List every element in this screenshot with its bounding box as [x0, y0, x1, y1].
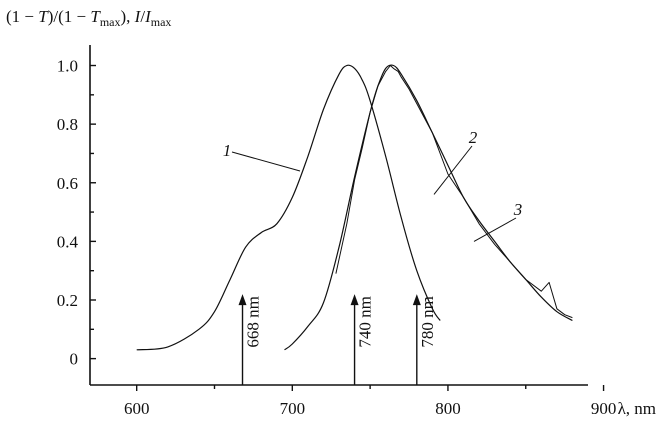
y-tick-label: 0.4 — [57, 232, 79, 251]
arrow-740-head — [350, 294, 359, 306]
curve-3-label: 3 — [513, 200, 523, 219]
x-tick-label: 900 — [591, 399, 617, 418]
curve-2-leader — [433, 145, 473, 195]
axes — [89, 45, 588, 386]
curve-labels: 1 2 3 — [223, 128, 523, 242]
curve-1-label: 1 — [223, 141, 232, 160]
curve-2-label: 2 — [469, 128, 478, 147]
y-tick-label: 0 — [70, 350, 79, 369]
y-tick-label: 0.8 — [57, 115, 78, 134]
y-axis-title: (1 − T)/(1 − Tmax), I/Imax — [6, 7, 171, 29]
curve-3 — [335, 65, 573, 319]
arrow-668-label: 668 nm — [244, 296, 263, 347]
y-tick-label: 0.2 — [57, 291, 78, 310]
x-tick-label: 800 — [435, 399, 461, 418]
arrow-740-label: 740 nm — [356, 296, 375, 347]
wavelength-markers: 668 nm 740 nm 780 nm — [238, 294, 437, 385]
x-ticks: 600 700 800 900 — [124, 385, 616, 418]
arrow-780-label: 780 nm — [418, 296, 437, 347]
y-tick-label: 1.0 — [57, 57, 78, 76]
arrow-668-head — [238, 294, 247, 306]
curve-3-leader — [473, 217, 517, 242]
x-tick-label: 700 — [280, 399, 306, 418]
curve-1-leader — [231, 151, 301, 172]
y-tick-label: 0.6 — [57, 174, 78, 193]
arrow-780-head — [412, 294, 421, 306]
curves — [136, 64, 573, 351]
x-tick-label: 600 — [124, 399, 150, 418]
curve-1 — [136, 64, 441, 351]
x-axis-title: λ, nm — [618, 399, 656, 418]
y-ticks: 0 0.2 0.4 0.6 0.8 1.0 — [57, 57, 96, 369]
